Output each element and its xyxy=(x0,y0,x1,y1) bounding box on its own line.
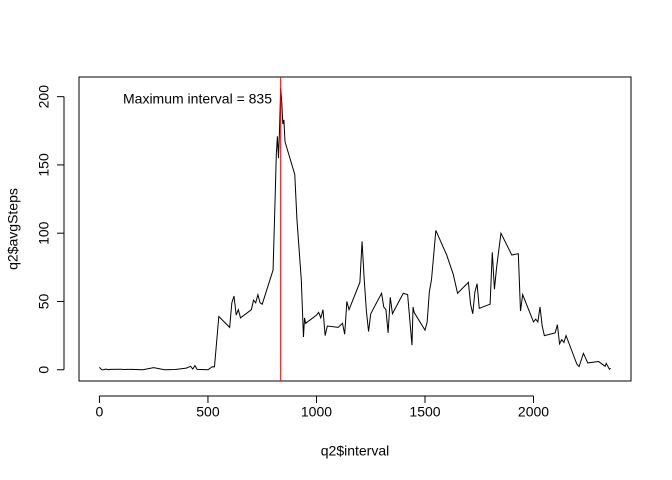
annotation: Maximum interval = 835 xyxy=(123,91,272,107)
x-tick-label: 500 xyxy=(196,404,220,420)
data-line xyxy=(99,88,611,371)
y-tick-label: 150 xyxy=(36,153,52,177)
y-tick-label: 100 xyxy=(36,221,52,245)
y-tick-label: 50 xyxy=(36,293,52,309)
y-tick-label: 0 xyxy=(36,366,52,374)
y-tick-label: 200 xyxy=(36,85,52,109)
plot-box xyxy=(78,76,632,382)
x-tick-label: 2000 xyxy=(518,404,549,420)
x-tick-label: 1500 xyxy=(409,404,440,420)
x-axis-label: q2$interval xyxy=(321,443,390,459)
x-tick-label: 1000 xyxy=(301,404,332,420)
x-tick-label: 0 xyxy=(96,404,104,420)
y-axis-label: q2$avgSteps xyxy=(5,188,21,270)
